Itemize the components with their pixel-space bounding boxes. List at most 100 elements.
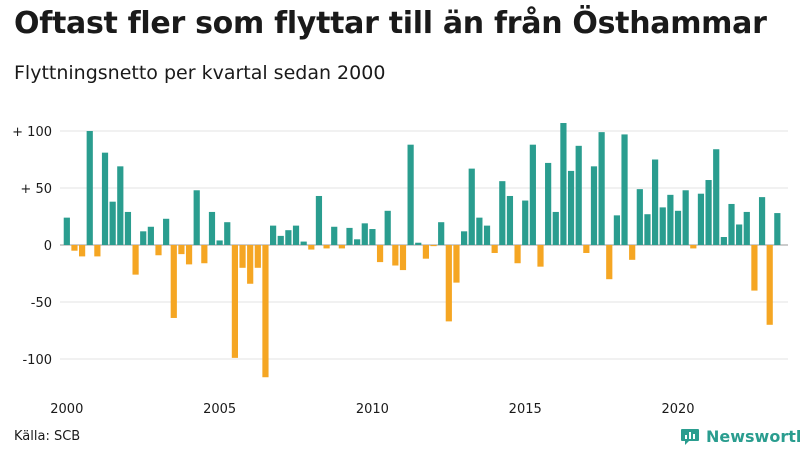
bar xyxy=(438,222,445,245)
bar xyxy=(63,217,70,245)
bar xyxy=(315,195,323,245)
bar xyxy=(254,245,261,268)
newsworthy-logo-icon xyxy=(681,429,699,445)
gridlines xyxy=(60,130,788,360)
bar xyxy=(606,245,613,280)
bar xyxy=(529,144,536,245)
bar xyxy=(590,166,598,245)
bar xyxy=(117,166,124,245)
bar xyxy=(71,245,78,251)
bar xyxy=(751,245,758,291)
bar xyxy=(262,245,269,378)
bar xyxy=(575,145,582,245)
bar xyxy=(86,131,93,245)
bar xyxy=(728,203,735,245)
bar xyxy=(216,240,223,245)
bar xyxy=(774,213,781,245)
x-tick-label: 2010 xyxy=(356,402,389,417)
bar xyxy=(636,189,643,245)
bars xyxy=(63,123,781,378)
bar xyxy=(652,159,659,245)
bar-chart: + 100 + 50 0 -50 -100 2000 2005 2010 2015 2020 xyxy=(12,123,788,417)
bar xyxy=(323,245,330,249)
bar xyxy=(506,195,514,245)
y-axis-tick-labels: + 100 + 50 0 -50 -100 xyxy=(12,125,52,368)
bar xyxy=(499,181,506,245)
bar xyxy=(720,237,727,245)
x-axis-tick-labels: 2000 2005 2010 2015 2020 xyxy=(50,402,694,417)
bar xyxy=(659,207,666,245)
bar xyxy=(270,225,277,245)
bar xyxy=(140,231,147,245)
bar xyxy=(690,245,697,249)
y-tick-label: 0 xyxy=(44,239,52,254)
bar xyxy=(208,211,216,245)
bar xyxy=(705,180,712,245)
bar xyxy=(713,149,720,245)
bar xyxy=(247,245,254,284)
bar xyxy=(79,245,86,257)
y-tick-label: + 100 xyxy=(12,125,52,140)
bar xyxy=(613,215,620,245)
bar xyxy=(476,217,483,245)
bar xyxy=(346,227,353,245)
bar xyxy=(132,245,139,275)
bar xyxy=(285,230,292,245)
bar xyxy=(468,168,475,245)
bar xyxy=(231,245,238,358)
bar xyxy=(483,225,491,245)
bar xyxy=(292,225,300,245)
bar xyxy=(147,226,154,245)
bar xyxy=(338,245,345,249)
bar xyxy=(697,193,705,245)
bar xyxy=(109,201,116,245)
bar xyxy=(384,210,391,245)
bar xyxy=(193,190,200,245)
bar xyxy=(445,245,452,322)
bar xyxy=(583,245,590,253)
bar xyxy=(552,211,559,245)
bar xyxy=(300,241,307,245)
bar xyxy=(201,245,208,264)
x-tick-label: 2005 xyxy=(203,402,236,417)
x-tick-label: 2020 xyxy=(661,402,694,417)
bar xyxy=(178,245,185,255)
y-tick-label: + 50 xyxy=(20,182,52,197)
bar xyxy=(407,144,414,245)
bar xyxy=(155,245,162,256)
bar xyxy=(94,245,101,257)
x-tick-label: 2000 xyxy=(50,402,83,417)
bar xyxy=(415,242,422,245)
bar xyxy=(644,214,651,245)
bar xyxy=(461,231,468,245)
bar xyxy=(277,235,284,245)
bar xyxy=(537,245,544,267)
bar xyxy=(674,210,682,245)
bar xyxy=(101,152,109,245)
bar xyxy=(453,245,460,283)
bar xyxy=(422,245,429,259)
chart-subtitle: Flyttningsnetto per kvartal sedan 2000 xyxy=(14,62,386,84)
bar xyxy=(522,200,529,245)
bar xyxy=(514,245,521,264)
bar xyxy=(758,197,766,245)
bar xyxy=(430,245,437,247)
bar xyxy=(736,224,743,245)
bar xyxy=(124,211,132,245)
bar xyxy=(185,245,193,265)
bar xyxy=(361,223,368,245)
bar xyxy=(376,245,384,263)
bar xyxy=(239,245,246,268)
bar xyxy=(224,222,231,245)
bar xyxy=(621,134,628,245)
brand-logo[interactable]: Newsworthy xyxy=(680,426,800,446)
y-tick-label: -100 xyxy=(22,353,52,368)
bar xyxy=(545,162,552,245)
bar xyxy=(598,132,605,245)
bar xyxy=(743,211,750,245)
bar xyxy=(399,245,407,271)
bar xyxy=(491,245,498,253)
bar xyxy=(392,245,399,266)
bar xyxy=(354,239,361,245)
bar xyxy=(170,245,177,318)
